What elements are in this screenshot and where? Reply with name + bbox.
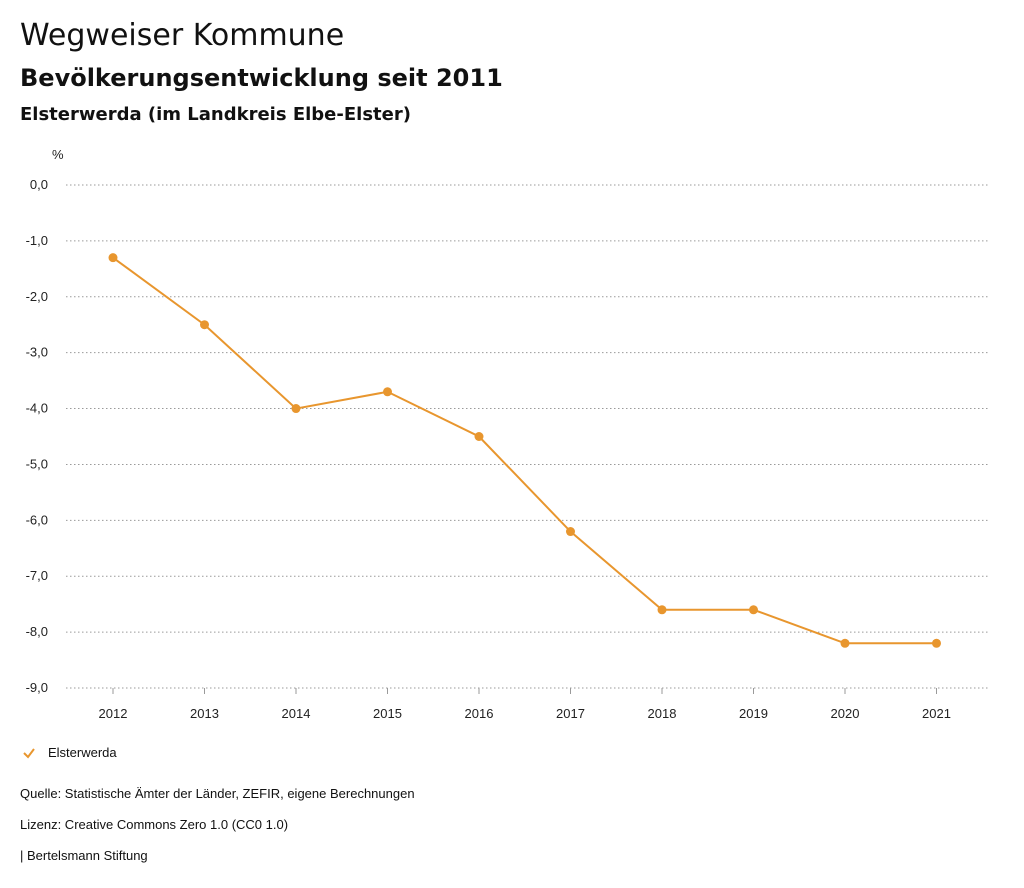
y-tick-label: 0,0 <box>30 177 48 192</box>
license-note: Lizenz: Creative Commons Zero 1.0 (CC0 1… <box>20 817 289 832</box>
source-note: Quelle: Statistische Ämter der Länder, Z… <box>20 786 415 801</box>
data-point[interactable] <box>474 432 484 441</box>
y-tick-label: -2,0 <box>26 289 48 304</box>
line-chart: % 0,0 -1,0 -2,0 -3,0 -4,0 -5,0 -6,0 -7,0 -8,0 -9,0… <box>26 147 990 721</box>
axes: % 0,0 -1,0 -2,0 -3,0 -4,0 -5,0 -6,0 -7,0 -8,0 -9,0… <box>26 147 951 721</box>
y-tick-label: -8,0 <box>26 624 48 639</box>
x-tick-label: 2020 <box>831 706 860 721</box>
x-tick-label: 2019 <box>739 706 768 721</box>
y-axis-unit-label: % <box>52 147 64 162</box>
series-line <box>112 256 937 645</box>
x-tick-label: 2016 <box>465 706 494 721</box>
x-tick-label: 2015 <box>373 706 402 721</box>
data-point[interactable] <box>566 527 575 537</box>
x-tick-label: 2013 <box>190 706 219 721</box>
checkmark-icon <box>23 747 35 759</box>
data-point[interactable] <box>200 320 209 330</box>
x-tick-label: 2014 <box>282 706 311 721</box>
y-tick-label: -6,0 <box>26 512 48 527</box>
y-tick-label: -3,0 <box>26 345 48 360</box>
legend-label: Elsterwerda <box>48 745 117 760</box>
y-tick-label: -7,0 <box>26 568 48 583</box>
data-point[interactable] <box>657 605 667 615</box>
y-tick-label: -1,0 <box>26 233 48 248</box>
data-point[interactable] <box>291 404 301 414</box>
series-layer <box>108 253 941 648</box>
y-tick-label: -4,0 <box>26 401 48 416</box>
page-title: Wegweiser Kommune <box>20 18 345 53</box>
y-tick-label: -5,0 <box>26 456 48 471</box>
x-tick-label: 2018 <box>648 706 677 721</box>
y-tick-label: -9,0 <box>26 680 48 695</box>
x-tick-label: 2017 <box>556 706 585 721</box>
publisher-note: | Bertelsmann Stiftung <box>20 848 148 863</box>
data-point[interactable] <box>383 387 392 397</box>
data-point[interactable] <box>108 253 118 263</box>
data-point[interactable] <box>932 638 941 648</box>
data-point[interactable] <box>840 638 850 648</box>
x-tick-label: 2012 <box>99 706 128 721</box>
chart-place-label: Elsterwerda (im Landkreis Elbe-Elster) <box>20 104 411 125</box>
data-point[interactable] <box>749 605 758 615</box>
chart-subtitle: Bevölkerungsentwicklung seit 2011 <box>20 64 503 92</box>
grid-lines <box>66 184 990 689</box>
legend[interactable]: Elsterwerda <box>22 745 117 760</box>
x-tick-label: 2021 <box>922 706 951 721</box>
